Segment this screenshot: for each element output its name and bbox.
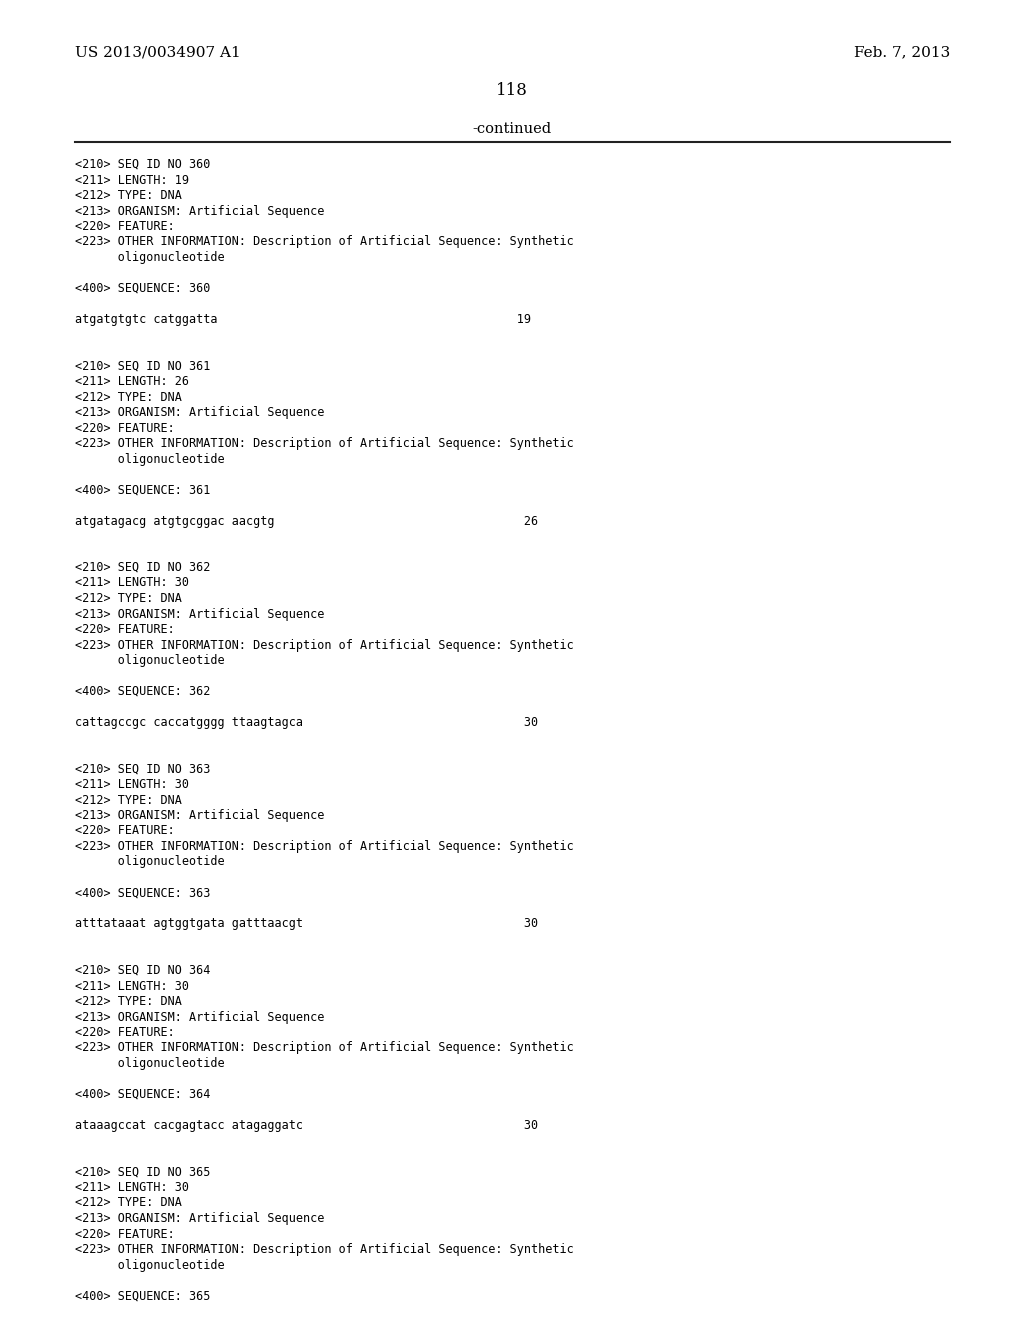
Text: <212> TYPE: DNA: <212> TYPE: DNA xyxy=(75,189,182,202)
Text: <210> SEQ ID NO 363: <210> SEQ ID NO 363 xyxy=(75,763,210,776)
Text: <210> SEQ ID NO 364: <210> SEQ ID NO 364 xyxy=(75,964,210,977)
Text: <211> LENGTH: 30: <211> LENGTH: 30 xyxy=(75,577,189,590)
Text: <400> SEQUENCE: 361: <400> SEQUENCE: 361 xyxy=(75,483,210,496)
Text: <220> FEATURE:: <220> FEATURE: xyxy=(75,421,175,434)
Text: cattagccgc caccatgggg ttaagtagca                               30: cattagccgc caccatgggg ttaagtagca 30 xyxy=(75,715,539,729)
Text: <400> SEQUENCE: 363: <400> SEQUENCE: 363 xyxy=(75,887,210,899)
Text: <223> OTHER INFORMATION: Description of Artificial Sequence: Synthetic: <223> OTHER INFORMATION: Description of … xyxy=(75,437,573,450)
Text: oligonucleotide: oligonucleotide xyxy=(75,453,224,466)
Text: <212> TYPE: DNA: <212> TYPE: DNA xyxy=(75,591,182,605)
Text: oligonucleotide: oligonucleotide xyxy=(75,855,224,869)
Text: <220> FEATURE:: <220> FEATURE: xyxy=(75,623,175,636)
Text: <223> OTHER INFORMATION: Description of Artificial Sequence: Synthetic: <223> OTHER INFORMATION: Description of … xyxy=(75,235,573,248)
Text: <212> TYPE: DNA: <212> TYPE: DNA xyxy=(75,793,182,807)
Text: <211> LENGTH: 30: <211> LENGTH: 30 xyxy=(75,777,189,791)
Text: <400> SEQUENCE: 364: <400> SEQUENCE: 364 xyxy=(75,1088,210,1101)
Text: <400> SEQUENCE: 362: <400> SEQUENCE: 362 xyxy=(75,685,210,698)
Text: <212> TYPE: DNA: <212> TYPE: DNA xyxy=(75,995,182,1008)
Text: <223> OTHER INFORMATION: Description of Artificial Sequence: Synthetic: <223> OTHER INFORMATION: Description of … xyxy=(75,840,573,853)
Text: <223> OTHER INFORMATION: Description of Artificial Sequence: Synthetic: <223> OTHER INFORMATION: Description of … xyxy=(75,1041,573,1055)
Text: <213> ORGANISM: Artificial Sequence: <213> ORGANISM: Artificial Sequence xyxy=(75,607,325,620)
Text: <400> SEQUENCE: 360: <400> SEQUENCE: 360 xyxy=(75,282,210,294)
Text: oligonucleotide: oligonucleotide xyxy=(75,251,224,264)
Text: <210> SEQ ID NO 362: <210> SEQ ID NO 362 xyxy=(75,561,210,574)
Text: <213> ORGANISM: Artificial Sequence: <213> ORGANISM: Artificial Sequence xyxy=(75,407,325,418)
Text: <213> ORGANISM: Artificial Sequence: <213> ORGANISM: Artificial Sequence xyxy=(75,1011,325,1023)
Text: US 2013/0034907 A1: US 2013/0034907 A1 xyxy=(75,45,241,59)
Text: <220> FEATURE:: <220> FEATURE: xyxy=(75,825,175,837)
Text: oligonucleotide: oligonucleotide xyxy=(75,1258,224,1271)
Text: oligonucleotide: oligonucleotide xyxy=(75,1057,224,1071)
Text: <211> LENGTH: 30: <211> LENGTH: 30 xyxy=(75,1181,189,1195)
Text: atgatagacg atgtgcggac aacgtg                                   26: atgatagacg atgtgcggac aacgtg 26 xyxy=(75,515,539,528)
Text: <223> OTHER INFORMATION: Description of Artificial Sequence: Synthetic: <223> OTHER INFORMATION: Description of … xyxy=(75,1243,573,1257)
Text: 118: 118 xyxy=(496,82,528,99)
Text: Feb. 7, 2013: Feb. 7, 2013 xyxy=(854,45,950,59)
Text: <212> TYPE: DNA: <212> TYPE: DNA xyxy=(75,1196,182,1209)
Text: <211> LENGTH: 30: <211> LENGTH: 30 xyxy=(75,979,189,993)
Text: <211> LENGTH: 19: <211> LENGTH: 19 xyxy=(75,173,189,186)
Text: <220> FEATURE:: <220> FEATURE: xyxy=(75,1026,175,1039)
Text: <210> SEQ ID NO 365: <210> SEQ ID NO 365 xyxy=(75,1166,210,1179)
Text: <400> SEQUENCE: 365: <400> SEQUENCE: 365 xyxy=(75,1290,210,1303)
Text: <223> OTHER INFORMATION: Description of Artificial Sequence: Synthetic: <223> OTHER INFORMATION: Description of … xyxy=(75,639,573,652)
Text: <220> FEATURE:: <220> FEATURE: xyxy=(75,1228,175,1241)
Text: atttataaat agtggtgata gatttaacgt                               30: atttataaat agtggtgata gatttaacgt 30 xyxy=(75,917,539,931)
Text: <210> SEQ ID NO 361: <210> SEQ ID NO 361 xyxy=(75,359,210,372)
Text: <210> SEQ ID NO 360: <210> SEQ ID NO 360 xyxy=(75,158,210,172)
Text: <213> ORGANISM: Artificial Sequence: <213> ORGANISM: Artificial Sequence xyxy=(75,809,325,822)
Text: -continued: -continued xyxy=(472,121,552,136)
Text: <220> FEATURE:: <220> FEATURE: xyxy=(75,220,175,234)
Text: atgatgtgtc catggatta                                          19: atgatgtgtc catggatta 19 xyxy=(75,313,531,326)
Text: <212> TYPE: DNA: <212> TYPE: DNA xyxy=(75,391,182,404)
Text: oligonucleotide: oligonucleotide xyxy=(75,653,224,667)
Text: <213> ORGANISM: Artificial Sequence: <213> ORGANISM: Artificial Sequence xyxy=(75,1212,325,1225)
Text: <213> ORGANISM: Artificial Sequence: <213> ORGANISM: Artificial Sequence xyxy=(75,205,325,218)
Text: <211> LENGTH: 26: <211> LENGTH: 26 xyxy=(75,375,189,388)
Text: ataaagccat cacgagtacc atagaggatc                               30: ataaagccat cacgagtacc atagaggatc 30 xyxy=(75,1119,539,1133)
